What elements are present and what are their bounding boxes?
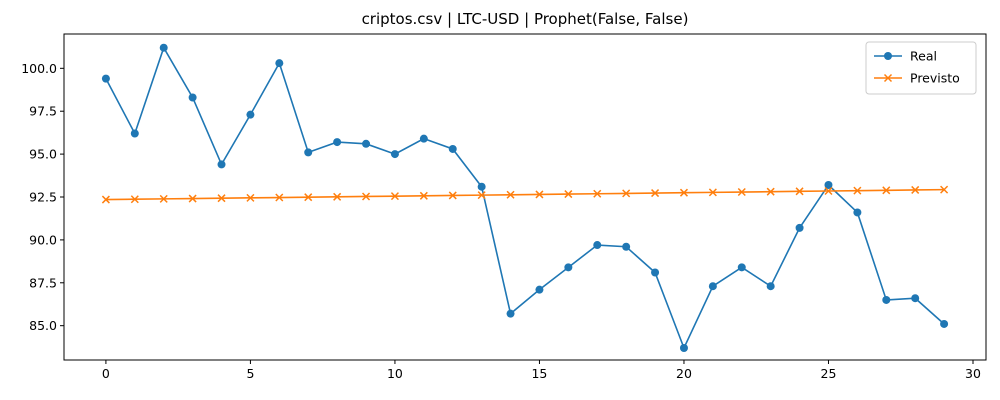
x-tick-label: 20 [676,366,692,381]
series-line-previsto [105,188,945,201]
data-point [911,294,920,303]
x-tick-label: 0 [102,366,110,381]
data-point [882,186,891,195]
x-tick-label: 5 [246,366,254,381]
data-point [304,193,313,202]
x-axis: 0 5 10 15 20 25 30 [102,360,981,381]
data-point [795,223,804,232]
data-point [940,319,949,328]
data-point [593,241,602,250]
legend-item-previsto: Previsto [874,71,960,86]
data-point [217,160,226,169]
data-point [390,150,399,159]
y-tick-label: 100.0 [21,61,57,76]
data-point [419,134,428,143]
data-point [708,282,717,291]
data-point [275,193,284,202]
data-point [679,188,688,197]
data-point [564,263,573,272]
data-point [506,309,515,318]
data-point [448,144,457,153]
data-point [651,189,660,198]
plot-area [63,33,987,361]
data-point [795,187,804,196]
data-point [246,193,255,202]
data-point [130,195,139,204]
y-tick-label: 87.5 [29,275,57,290]
data-point [564,190,573,199]
data-point [333,192,342,201]
data-point [333,138,342,147]
x-tick-label: 25 [821,366,837,381]
data-point [477,182,486,191]
data-point [419,191,428,200]
data-point [188,93,197,102]
data-point [882,295,891,304]
x-tick-label: 30 [965,366,981,381]
x-tick-label: 15 [531,366,547,381]
y-tick-label: 92.5 [29,190,57,205]
data-point [390,192,399,201]
data-point [911,185,920,194]
data-point [130,129,139,138]
data-point [737,187,746,197]
data-point [622,189,631,198]
data-point [217,194,226,203]
data-point [766,187,775,196]
data-point [737,263,746,272]
data-point [824,186,833,196]
series-layer [101,43,949,352]
legend-box [865,41,977,95]
legend: Real Previsto [865,41,977,95]
data-point [593,189,602,198]
data-point [506,190,515,199]
data-point [188,194,197,203]
series-line-real [105,45,945,351]
data-point [362,192,371,201]
data-point [651,268,660,277]
data-point [159,194,168,203]
data-point [824,180,833,189]
data-point [535,285,544,294]
y-tick-label: 95.0 [29,147,57,162]
data-point [101,195,110,204]
legend-label: Previsto [910,71,960,86]
y-axis: 85.0 87.5 90.0 92.5 95.0 97.5 100.0 [21,61,64,333]
y-tick-label: 90.0 [29,232,57,247]
legend-item-real: Real [874,49,937,64]
data-point [275,59,284,68]
data-point [708,188,717,197]
data-point [535,190,544,199]
data-point [448,191,457,200]
legend-label: Real [910,49,937,64]
data-point [246,110,255,119]
data-point [362,139,371,148]
chart-title: criptos.csv | LTC-USD | Prophet(False, F… [362,10,689,28]
data-point [853,186,862,195]
x-tick-label: 10 [387,366,403,381]
data-point [622,242,631,251]
data-point [159,43,168,52]
data-point [766,282,775,291]
data-point [853,208,862,217]
y-tick-label: 85.0 [29,318,57,333]
data-point [940,185,949,194]
y-tick-label: 97.5 [29,104,57,119]
data-point [101,74,110,83]
data-point [304,148,313,157]
data-point [679,343,688,352]
data-point [477,191,486,200]
